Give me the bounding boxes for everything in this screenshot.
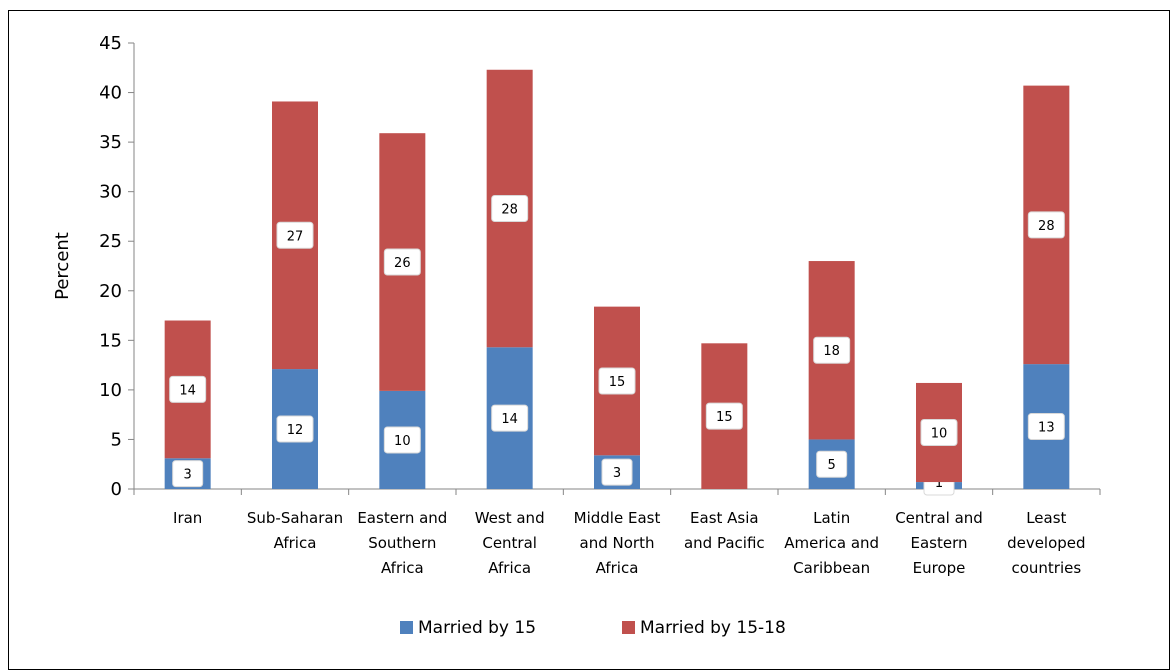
data-label-box (705, 402, 743, 430)
data-label: 26 (394, 256, 411, 271)
x-category-label: Africa (274, 534, 317, 552)
x-category-label: Central (482, 534, 537, 552)
legend-entry: Married by 15-18 (640, 618, 786, 638)
data-label: 14 (501, 412, 518, 427)
data-label: 3 (613, 466, 621, 481)
data-label: 10 (394, 434, 411, 449)
data-label-box (383, 248, 421, 276)
data-label-box (920, 419, 958, 447)
y-tick-label: 10 (99, 380, 122, 401)
data-label-box (1027, 413, 1065, 441)
y-tick-label: 30 (99, 182, 122, 203)
x-category-label: Latin (813, 509, 850, 527)
x-category-label: Middle East (574, 509, 661, 527)
x-category-label: and Pacific (684, 534, 765, 552)
y-tick-label: 0 (111, 479, 122, 500)
y-tick-label: 5 (111, 429, 122, 450)
legend-swatch (400, 621, 413, 634)
data-label-box (491, 404, 529, 432)
data-label: 14 (179, 383, 196, 398)
data-label-box (601, 458, 633, 486)
data-label-box (491, 195, 529, 223)
x-category-label: Africa (381, 559, 424, 577)
x-category-label: Europe (913, 559, 966, 577)
data-label-box (1027, 211, 1065, 239)
x-category-label: Southern (368, 534, 436, 552)
y-axis-label: Percent (52, 232, 73, 300)
y-tick-label: 45 (99, 33, 122, 54)
x-category-label: Africa (596, 559, 639, 577)
data-label-box (383, 426, 421, 454)
data-label: 28 (1038, 219, 1055, 234)
data-label: 15 (609, 375, 626, 390)
data-label: 5 (828, 458, 836, 473)
data-label-box (169, 375, 207, 403)
x-category-label: Eastern (910, 534, 967, 552)
x-category-label: countries (1011, 559, 1081, 577)
y-tick-label: 40 (99, 83, 122, 104)
legend-entry: Married by 15 (418, 618, 536, 638)
data-label-box (172, 460, 204, 488)
x-category-label: Iran (173, 509, 202, 527)
data-label-box (598, 367, 636, 395)
data-label-box (813, 336, 851, 364)
x-category-label: and North (580, 534, 655, 552)
data-label: 10 (931, 427, 948, 442)
data-label: 18 (823, 344, 840, 359)
data-label: 13 (1038, 421, 1055, 436)
x-category-label: America and (784, 534, 879, 552)
x-category-label: West and (475, 509, 545, 527)
stacked-bar-chart: 051015202530354045Percent314Iran1227Sub-… (52, 33, 1101, 638)
y-tick-label: 35 (99, 132, 122, 153)
x-category-label: Least (1026, 509, 1066, 527)
y-tick-label: 25 (99, 231, 122, 252)
x-category-label: Caribbean (793, 559, 870, 577)
legend-swatch (622, 621, 635, 634)
x-category-label: developed (1007, 534, 1085, 552)
data-label-box (276, 221, 314, 249)
x-category-label: Africa (488, 559, 531, 577)
data-label: 12 (287, 423, 304, 438)
x-category-label: Central and (895, 509, 983, 527)
data-label: 3 (184, 468, 192, 483)
data-label: 1 (935, 476, 943, 491)
data-label: 28 (501, 203, 518, 218)
data-label: 15 (716, 410, 733, 425)
x-category-label: Eastern and (357, 509, 447, 527)
y-tick-label: 20 (99, 281, 122, 302)
x-category-label: East Asia (690, 509, 759, 527)
x-category-label: Sub-Saharan (247, 509, 343, 527)
y-tick-label: 15 (99, 330, 122, 351)
data-label-box (276, 415, 314, 443)
data-label-box (816, 450, 848, 478)
data-label: 27 (287, 229, 304, 244)
